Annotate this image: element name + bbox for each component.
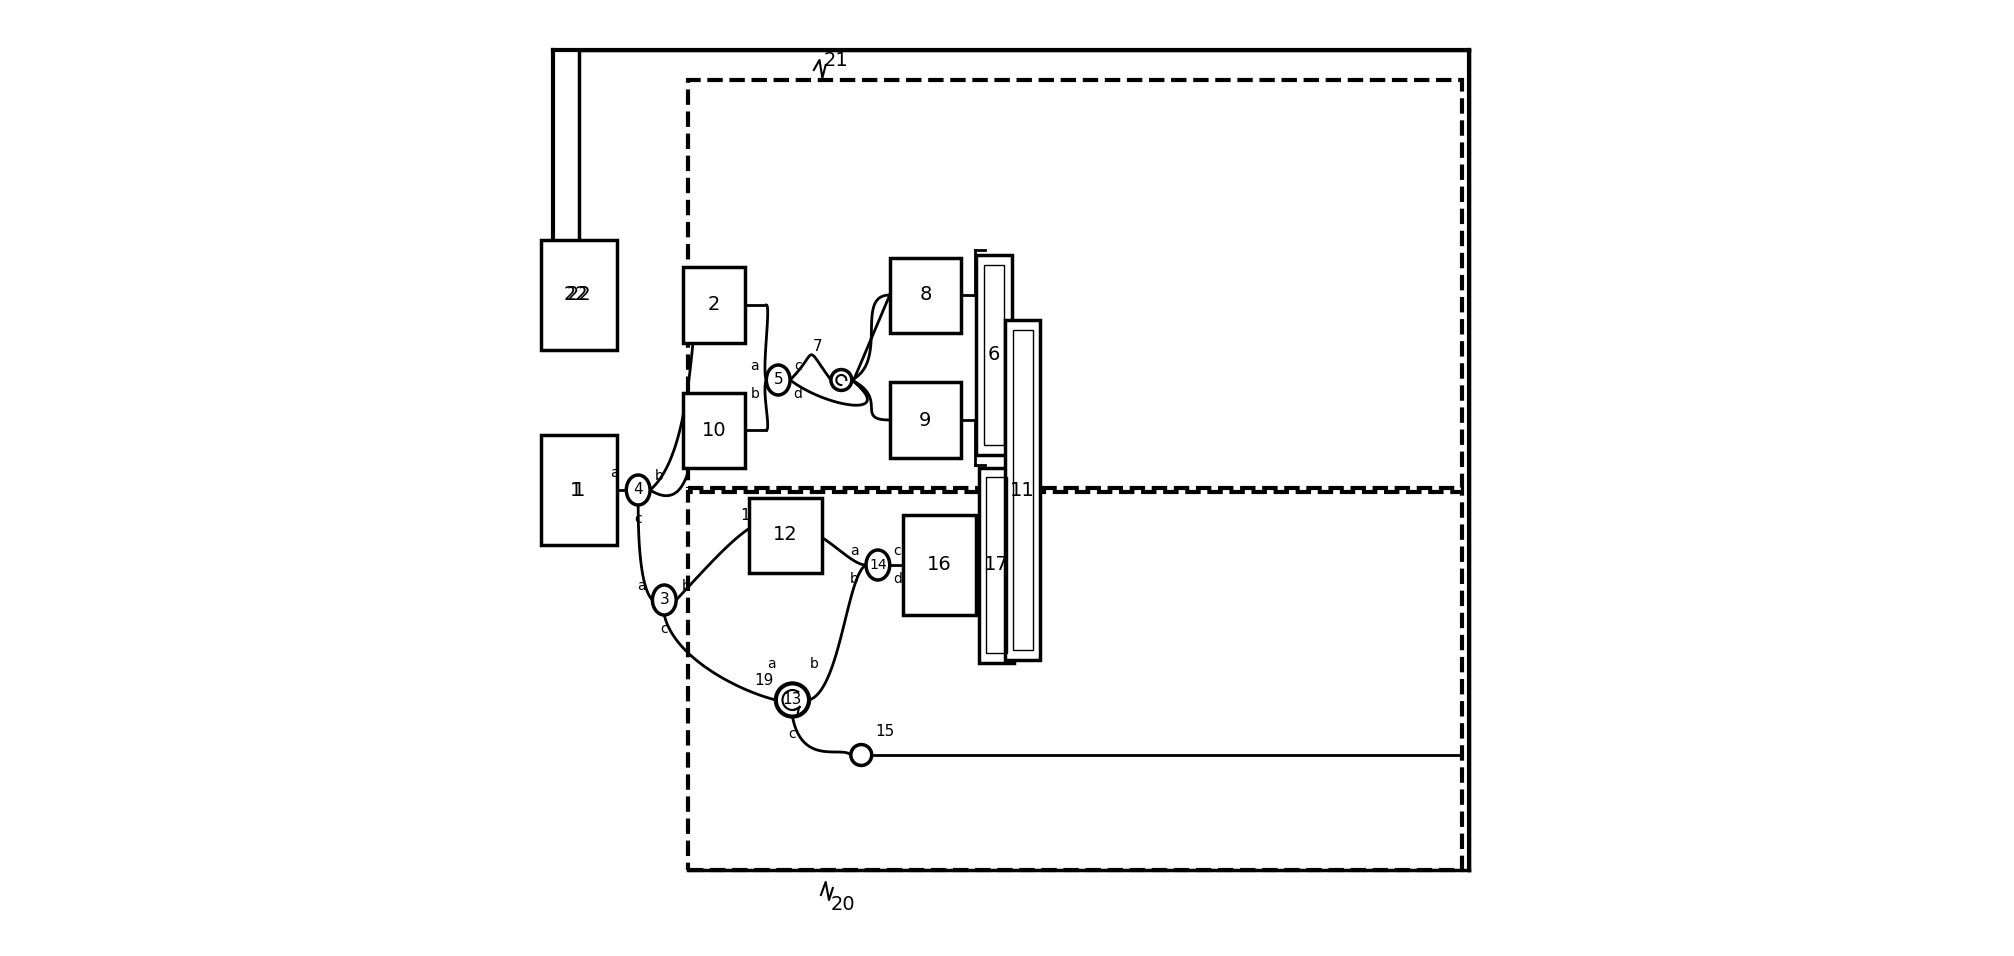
Text: 16: 16 xyxy=(926,555,953,575)
Text: a: a xyxy=(610,466,618,480)
Text: b: b xyxy=(850,573,860,586)
Text: 1: 1 xyxy=(570,481,582,499)
Text: 22: 22 xyxy=(564,286,588,305)
Text: 11: 11 xyxy=(1011,481,1035,499)
Text: b: b xyxy=(681,578,691,593)
Text: 7: 7 xyxy=(812,339,822,354)
Bar xyxy=(890,257,961,333)
Ellipse shape xyxy=(866,550,890,580)
Text: 12: 12 xyxy=(773,526,798,545)
Text: 20: 20 xyxy=(830,896,856,915)
Text: c: c xyxy=(661,622,669,637)
Ellipse shape xyxy=(653,585,677,615)
Text: 3: 3 xyxy=(659,593,669,607)
Text: 13: 13 xyxy=(783,692,802,707)
Bar xyxy=(987,477,1007,653)
Text: 22: 22 xyxy=(566,286,592,305)
Bar xyxy=(902,515,977,615)
Bar xyxy=(979,467,1015,663)
Bar xyxy=(542,240,616,350)
Text: 10: 10 xyxy=(701,421,727,440)
Text: d: d xyxy=(892,573,902,586)
Text: 17: 17 xyxy=(985,555,1009,575)
Ellipse shape xyxy=(767,365,789,395)
Ellipse shape xyxy=(626,475,651,505)
Text: c: c xyxy=(894,544,900,557)
Bar xyxy=(1005,320,1041,660)
Text: 4: 4 xyxy=(632,483,642,497)
Text: b: b xyxy=(751,387,759,402)
Text: 5: 5 xyxy=(773,373,783,387)
Bar xyxy=(749,497,822,573)
Text: 19: 19 xyxy=(755,673,773,688)
Bar xyxy=(985,265,1005,445)
Bar xyxy=(890,382,961,458)
Text: 6: 6 xyxy=(989,345,1001,364)
Text: a: a xyxy=(767,657,775,671)
Text: c: c xyxy=(634,512,642,527)
Text: a: a xyxy=(850,544,858,557)
Text: c: c xyxy=(794,358,802,373)
Bar xyxy=(977,255,1011,455)
Text: d: d xyxy=(794,387,802,402)
Circle shape xyxy=(850,745,872,766)
Text: a: a xyxy=(751,358,759,373)
Text: c: c xyxy=(789,727,796,741)
Text: 2: 2 xyxy=(709,295,721,315)
Text: 18: 18 xyxy=(739,508,759,523)
Text: b: b xyxy=(810,657,818,671)
Text: 15: 15 xyxy=(876,724,894,739)
Text: 8: 8 xyxy=(918,286,932,305)
Text: b: b xyxy=(655,468,665,483)
Text: 9: 9 xyxy=(918,410,932,429)
Text: 14: 14 xyxy=(870,558,886,572)
Bar xyxy=(689,492,1462,870)
Bar xyxy=(689,80,1462,488)
Circle shape xyxy=(775,684,810,717)
Text: a: a xyxy=(636,578,644,593)
Text: 1: 1 xyxy=(572,481,584,499)
Bar xyxy=(1013,330,1033,650)
Bar xyxy=(683,393,745,467)
Bar xyxy=(542,435,616,545)
Circle shape xyxy=(832,370,852,390)
Bar xyxy=(683,268,745,342)
Text: 21: 21 xyxy=(824,51,848,70)
